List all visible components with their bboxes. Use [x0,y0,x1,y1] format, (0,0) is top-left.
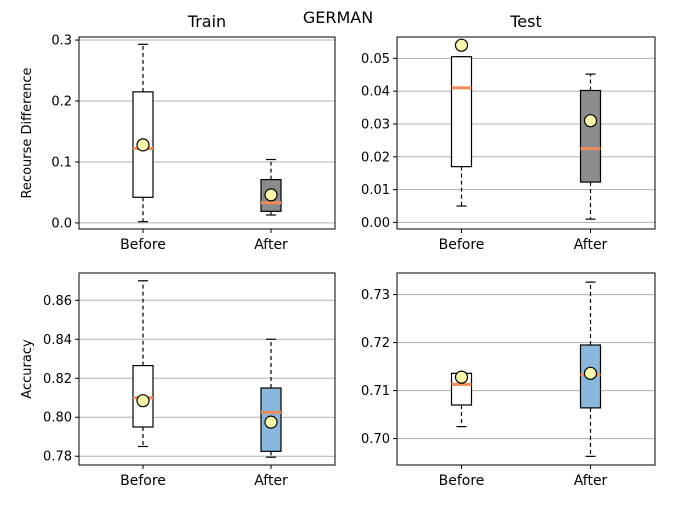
box-before [132,43,154,223]
y-tick-label: 0.3 [51,34,72,49]
y-tick-label: 0.71 [361,384,390,399]
x-tick-label: Before [439,473,485,489]
subplot-title: Train [187,12,226,31]
y-tick-label: 0.1 [51,155,72,170]
y-tick-label: 0.00 [361,216,390,231]
y-tick-label: 0.03 [361,117,390,132]
box-after [260,338,282,458]
box-iqr [450,56,473,168]
y-tick-label: 0.82 [43,372,72,387]
subplot-1: 0.0 0.1 0.2 0.3 Before After Train Recourse Dif… [20,12,336,253]
axes-frame [396,36,656,230]
axes-frame [78,36,336,230]
y-tick-label: 0.84 [43,333,72,348]
y-tick-label: 0.78 [43,450,72,465]
mean-marker [454,370,469,384]
mean-marker [136,138,150,152]
box-after [579,73,602,220]
y-tick-label: 0.86 [43,294,72,309]
y-tick-label: 0.80 [43,411,72,426]
x-tick-label: After [574,473,608,489]
y-tick-label: 0.70 [361,432,390,447]
y-axis-label: Recourse Difference [20,67,35,198]
subplot-2: 0.00 0.01 0.02 0.03 0.04 0.05 Before After Test [361,12,656,253]
box-before [132,280,154,448]
mean-marker [264,415,278,429]
x-tick-label: Before [120,473,166,489]
x-tick-label: Before [439,237,485,253]
mean-marker [136,394,150,408]
axes-frame [396,272,656,466]
subplot-3: 0.78 0.80 0.82 0.84 0.86 Before After Accuracy [20,272,336,489]
box-before [450,38,473,207]
subplot-4: 0.70 0.71 0.72 0.73 Before After [361,272,656,489]
mean-marker [583,114,598,128]
y-tick-label: 0.73 [361,288,390,303]
x-tick-label: After [254,237,288,253]
figure-title: GERMAN [303,8,373,27]
y-tick-label: 0.05 [361,52,390,67]
box-after [579,281,602,457]
mean-marker [454,38,469,52]
mean-marker [583,366,598,380]
box-after [260,158,282,216]
x-tick-label: Before [120,237,166,253]
y-tick-label: 0.2 [51,95,72,110]
y-tick-label: 0.04 [361,85,390,100]
x-tick-label: After [254,473,288,489]
y-tick-label: 0.72 [361,336,390,351]
box-iqr [579,89,602,183]
mean-marker [264,188,278,202]
y-tick-label: 0.01 [361,183,390,198]
subplot-title: Test [509,12,542,31]
box-before [450,370,473,428]
y-tick-label: 0.0 [51,216,72,231]
y-axis-label: Accuracy [20,339,35,399]
y-tick-label: 0.02 [361,150,390,165]
x-tick-label: After [574,237,608,253]
axes-frame [78,272,336,466]
